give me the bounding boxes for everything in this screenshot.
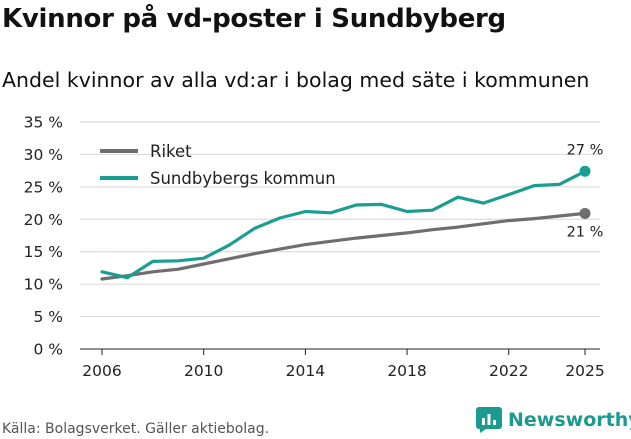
end-marker-riket — [579, 207, 591, 219]
source-note: Källa: Bolagsverket. Gäller aktiebolag. — [2, 421, 270, 437]
legend: Riket Sundbybergs kommun — [100, 142, 336, 188]
y-tick-label: 25 % — [24, 178, 63, 196]
axes: 0 % 5 % 10 % 15 % 20 % 25 % 30 % 35 % 2006 2010 20… — [24, 114, 605, 381]
y-tick-label: 5 % — [33, 308, 63, 326]
end-label-riket: 21 % — [567, 224, 604, 240]
x-tick-label: 2025 — [565, 362, 604, 380]
chart-subtitle: Andel kvinnor av alla vd:ar i bolag med … — [2, 68, 590, 92]
series-line-riket — [100, 211, 587, 281]
newsworthy-wordmark: Newsworthy — [508, 409, 631, 431]
x-tick-label: 2018 — [387, 362, 426, 380]
y-tick-label: 30 % — [24, 146, 63, 164]
y-tick-label: 20 % — [24, 211, 63, 229]
legend-label-sundbyberg: Sundbybergs kommun — [150, 169, 336, 188]
series-lines: 21 % 27 % — [100, 142, 604, 281]
legend-label-riket: Riket — [150, 142, 192, 161]
x-tick-label: 2014 — [286, 362, 325, 380]
y-tick-label: 15 % — [24, 243, 63, 261]
y-tick-label: 35 % — [24, 114, 63, 132]
x-tick-label: 2010 — [184, 362, 223, 380]
y-tick-label: 0 % — [33, 341, 63, 359]
y-tick-label: 10 % — [24, 276, 63, 294]
end-label-sundbyberg: 27 % — [567, 142, 604, 158]
series-line-sundbyberg — [100, 169, 587, 280]
x-tick-label: 2022 — [489, 362, 528, 380]
chart-title: Kvinnor på vd-poster i Sundbyberg — [2, 4, 506, 34]
newsworthy-logo-icon — [476, 407, 502, 433]
end-marker-sundbyberg — [579, 165, 591, 177]
newsworthy-logo: Newsworthy — [476, 406, 631, 434]
x-tick-label: 2006 — [82, 362, 121, 380]
